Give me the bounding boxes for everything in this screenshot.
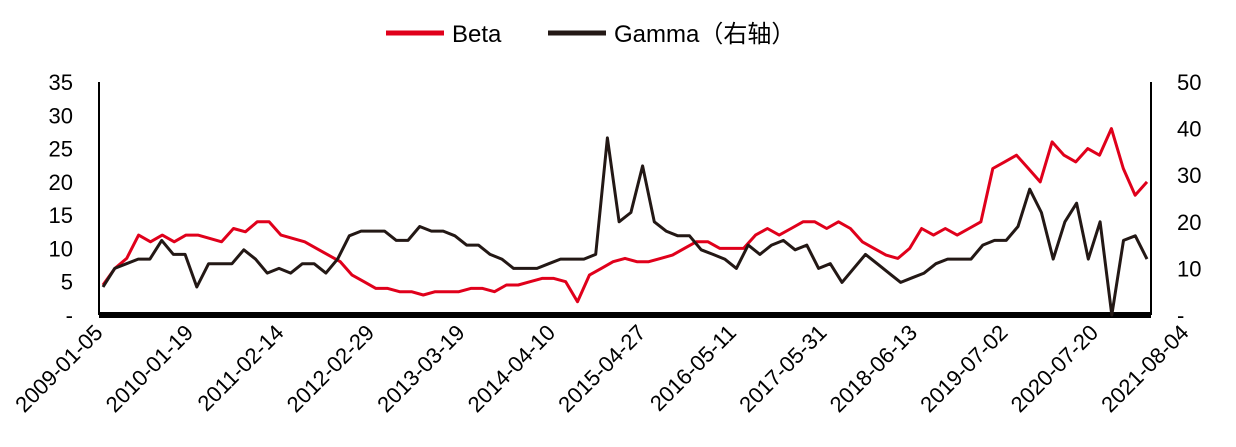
y-ticks-left: - 5 10 15 20 25 30 35 — [49, 70, 73, 328]
y-tick-right: 30 — [1177, 163, 1201, 188]
x-tick-label: 2009-01-05 — [10, 320, 107, 417]
series-lines — [101, 127, 1149, 317]
y-tick-left: 5 — [61, 270, 73, 295]
y-tick-left: 15 — [49, 203, 73, 228]
legend-label-beta: Beta — [452, 21, 502, 48]
y-tick-left: 20 — [49, 170, 73, 195]
x-tick-label: 2021-08-04 — [1096, 320, 1193, 417]
y-tick-left: 25 — [49, 137, 73, 162]
x-tick-label: 2020-07-20 — [1006, 320, 1103, 417]
y-tick-right: 40 — [1177, 117, 1201, 142]
x-tick-label: 2017-05-31 — [734, 320, 831, 417]
x-tick-label: 2018-06-13 — [825, 320, 922, 417]
x-ticks: 2009-01-052010-01-192011-02-142012-02-29… — [10, 320, 1193, 417]
y-tick-left: 35 — [49, 70, 73, 95]
y-tick-left: 10 — [49, 236, 73, 261]
x-tick-label: 2019-07-02 — [915, 320, 1012, 417]
x-tick-label: 2012-02-29 — [282, 320, 379, 417]
series-line-gamma — [101, 136, 1149, 317]
y-ticks-right: - 10 20 30 40 50 — [1177, 70, 1201, 328]
x-tick-label: 2010-01-19 — [101, 320, 198, 417]
x-tick-label: 2014-04-10 — [463, 320, 560, 417]
y-tick-right: 20 — [1177, 210, 1201, 235]
x-tick-label: 2013-03-19 — [372, 320, 469, 417]
legend: Beta Gamma（右轴） — [386, 21, 795, 48]
y-tick-right: 50 — [1177, 70, 1201, 95]
x-axis — [99, 312, 1151, 318]
x-tick-label: 2015-04-27 — [553, 320, 650, 417]
y-tick-right: - — [1177, 303, 1184, 328]
series-line-beta — [101, 127, 1149, 304]
x-tick-label: 2016-05-11 — [645, 320, 741, 416]
y-tick-right: 10 — [1177, 256, 1201, 281]
y-tick-left: 30 — [49, 103, 73, 128]
y-tick-left: - — [66, 303, 73, 328]
x-tick-label: 2011-02-14 — [192, 320, 288, 416]
legend-label-gamma: Gamma（右轴） — [614, 21, 795, 48]
